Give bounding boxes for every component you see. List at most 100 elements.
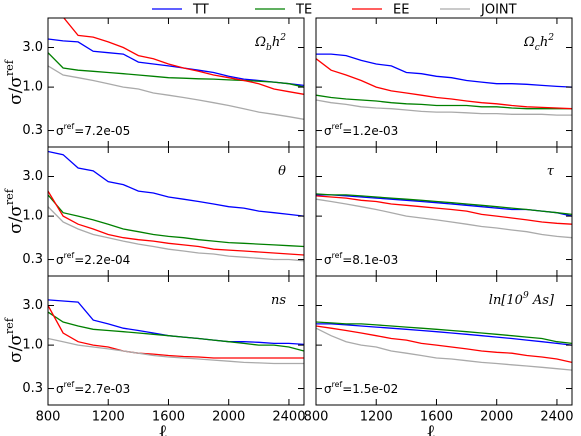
annotation-part: =2.7e-03: [74, 382, 130, 396]
series-line: [48, 311, 304, 352]
series-line: [316, 58, 572, 110]
panel-frame: [47, 275, 305, 406]
y-axis-label-part: σ/σ: [6, 205, 26, 234]
panel-label: θ: [278, 164, 286, 179]
y-axis-label: σ/σref: [3, 188, 26, 234]
series-line: [48, 299, 304, 346]
x-tick-label: 2400: [540, 410, 573, 425]
series-line: [48, 150, 304, 217]
panel-label-part: h: [272, 35, 280, 50]
annotation-part: ref: [64, 122, 75, 131]
x-tick-label: 2000: [212, 410, 245, 425]
legend-label: JOINT: [480, 3, 517, 18]
annotation: σref=2.7e-03: [56, 380, 130, 396]
lines: [48, 150, 304, 262]
series-line: [316, 198, 572, 239]
panel-label: ln[109 As]: [489, 291, 555, 308]
lines: [48, 18, 304, 120]
panel-label: τ: [547, 164, 555, 179]
x-axis-label-part: ℓ: [158, 421, 167, 436]
panel-label-part: Ω: [254, 35, 266, 50]
panel-label-part: b: [266, 43, 272, 53]
series-line: [48, 206, 304, 262]
x-tick-label: 1200: [92, 410, 125, 425]
series-line: [316, 321, 572, 345]
series-line: [48, 305, 304, 359]
series-line: [316, 195, 572, 225]
panel-label-part: 2: [279, 33, 286, 43]
x-tick-label: 1600: [152, 410, 185, 425]
series-line: [316, 53, 572, 88]
panel-label-part: 9: [523, 291, 529, 301]
panel-label: Ωch2: [523, 33, 554, 53]
x-axis-label: ℓmax: [426, 421, 461, 436]
panel-label-part: As]: [529, 293, 555, 308]
panel-label-part: 2: [547, 33, 554, 43]
panel-label-part: ln[10: [489, 293, 523, 308]
legend-label: EE: [393, 3, 409, 18]
panel-label-part: ns: [271, 293, 286, 308]
annotation: σref=7.2e-05: [56, 122, 130, 138]
y-tick-label: 3.0: [22, 169, 43, 184]
series-line: [48, 52, 304, 88]
y-tick-label: 0.3: [22, 123, 43, 138]
y-axis-label-part: ref: [3, 59, 16, 76]
lines: [316, 193, 572, 239]
x-tick-label: 1200: [360, 410, 393, 425]
annotation-part: σ: [324, 124, 332, 138]
x-axis-label-part: max: [168, 433, 194, 436]
x-tick-label: 800: [36, 410, 61, 425]
x-axis-label: ℓmax: [158, 421, 193, 436]
panel-label-part: Ω: [523, 35, 535, 50]
series-line: [316, 325, 572, 364]
y-tick-label: 0.3: [22, 252, 43, 267]
annotation-part: σ: [56, 253, 64, 267]
annotation-part: ref: [332, 380, 343, 389]
series-line: [48, 190, 304, 256]
annotation-part: ref: [332, 251, 343, 260]
x-tick-label: 2000: [480, 410, 513, 425]
panel-label: ns: [271, 293, 286, 308]
panel-label: Ωbh2: [254, 33, 286, 53]
series-line: [316, 193, 572, 216]
annotation-part: ref: [332, 122, 343, 131]
panel-frame: [315, 275, 573, 406]
annotation-part: =7.2e-05: [74, 124, 130, 138]
x-axis-label-part: max: [436, 433, 462, 436]
legend-label: TT: [192, 3, 209, 18]
panel-label-part: τ: [547, 164, 555, 179]
panel-label-part: θ: [278, 164, 286, 179]
lines: [316, 321, 572, 371]
annotation-part: ref: [64, 251, 75, 260]
y-tick-label: 1.0: [22, 338, 43, 353]
annotation: σref=2.2e-04: [56, 251, 130, 267]
series-line: [48, 194, 304, 248]
annotation-part: =8.1e-03: [342, 253, 398, 267]
y-axis-label-part: σ/σ: [6, 334, 26, 363]
y-axis-label-part: σ/σ: [6, 76, 26, 105]
annotation-part: ref: [64, 380, 75, 389]
y-axis-label-part: ref: [3, 317, 16, 334]
lines: [316, 53, 572, 116]
y-tick-label: 1.0: [22, 80, 43, 95]
annotation: σref=1.2e-03: [324, 122, 398, 138]
y-axis-label-part: ref: [3, 188, 16, 205]
series-line: [316, 327, 572, 371]
annotation-part: σ: [324, 253, 332, 267]
annotation-part: σ: [324, 382, 332, 396]
panel-label-part: h: [540, 35, 548, 50]
panel-label-part: c: [535, 43, 540, 53]
series-line: [63, 18, 304, 95]
legend-label: TE: [295, 3, 312, 18]
lines: [48, 299, 304, 365]
x-tick-label: 800: [304, 410, 329, 425]
annotation-part: =1.5e-02: [342, 382, 398, 396]
y-axis-label: σ/σref: [3, 59, 26, 105]
x-axis-label-part: ℓ: [426, 421, 435, 436]
y-tick-label: 3.0: [22, 298, 43, 313]
series-line: [316, 94, 572, 110]
x-tick-label: 1600: [420, 410, 453, 425]
series-line: [48, 337, 304, 365]
annotation-part: =2.2e-04: [74, 253, 130, 267]
x-tick-label: 2400: [272, 410, 305, 425]
